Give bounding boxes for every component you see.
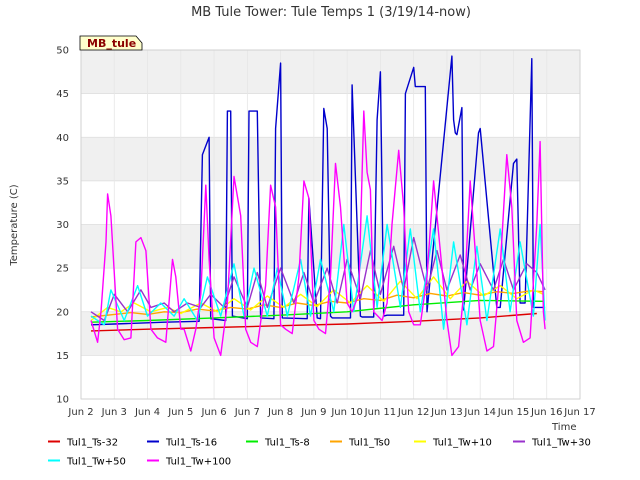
y-tick-label: 25 xyxy=(56,264,69,275)
series-line-tul1-tw-30 xyxy=(90,236,546,322)
x-axis-label: Time xyxy=(551,422,576,433)
legend-label: Tul1_Ts-16 xyxy=(165,438,217,449)
x-tick-label: Jun 5 xyxy=(167,407,193,418)
series-line-tul1-tw-50 xyxy=(90,215,546,330)
y-tick-label: 30 xyxy=(56,220,69,231)
x-tick-label: Jun 11 xyxy=(364,407,397,418)
x-tick-label: Jun 7 xyxy=(234,407,260,418)
chart-title: MB Tule Tower: Tule Temps 1 (3/19/14-now… xyxy=(191,5,471,20)
y-tick-label: 15 xyxy=(56,351,69,362)
y-axis-label: Temperature (C) xyxy=(9,184,20,266)
legend-label: Tul1_Tw+100 xyxy=(165,457,231,468)
x-tick-label: Jun 2 xyxy=(67,407,93,418)
series-line-tul1-ts-16 xyxy=(90,55,546,326)
x-tick-label: Jun 3 xyxy=(101,407,127,418)
y-tick-label: 10 xyxy=(56,395,69,406)
x-tick-label: Jun 10 xyxy=(330,407,363,418)
x-tick-label: Jun 9 xyxy=(300,407,326,418)
legend-label: Tul1_Tw+10 xyxy=(432,438,492,449)
x-tick-label: Jun 6 xyxy=(200,407,226,418)
legend-label: Tul1_Tw+50 xyxy=(66,457,126,468)
series-line-tul1-ts-32 xyxy=(90,312,537,332)
plot-border xyxy=(80,49,581,400)
x-axis-ticks: Jun 2 Jun 3 Jun 4 Jun 5 Jun 6 Jun 7 Jun 8 Jun 9… xyxy=(67,407,595,418)
legend-label: Tul1_Tw+30 xyxy=(531,438,591,449)
series-line-tul1-ts0 xyxy=(90,290,544,318)
x-tick-label: Jun 12 xyxy=(397,407,430,418)
badge-label: MB_tule xyxy=(87,37,136,50)
x-tick-label: Jun 14 xyxy=(463,407,496,418)
x-tick-label: Jun 13 xyxy=(430,407,463,418)
x-tick-label: Jun 8 xyxy=(267,407,293,418)
legend-label: Tul1_Ts0 xyxy=(348,438,390,449)
y-tick-label: 20 xyxy=(56,307,69,318)
y-tick-label: 35 xyxy=(56,176,69,187)
plot-band xyxy=(81,137,580,181)
x-tick-label: Jun 15 xyxy=(497,407,530,418)
legend-label: Tul1_Ts-8 xyxy=(264,438,310,449)
x-tick-label: Jun 4 xyxy=(134,407,160,418)
legend-label: Tul1_Ts-32 xyxy=(66,438,118,449)
y-axis-ticks: 10 15 20 25 30 35 40 45 50 xyxy=(56,46,69,406)
series-lines xyxy=(90,55,546,357)
y-tick-label: 40 xyxy=(56,133,69,144)
plot-band xyxy=(81,224,580,269)
badge: MB_tule xyxy=(79,35,143,51)
plot-band xyxy=(81,311,580,356)
legend: Tul1_Ts-32 Tul1_Ts-16 Tul1_Ts-8 Tul1_Ts0 Tul… xyxy=(48,438,591,468)
series-line-tul1-tw-100 xyxy=(90,110,546,357)
y-tick-label: 50 xyxy=(56,46,69,57)
y-tick-label: 45 xyxy=(56,89,69,100)
x-tick-label: Jun 16 xyxy=(530,407,563,418)
plot-band xyxy=(81,50,580,94)
x-tick-label: Jun 17 xyxy=(563,407,596,418)
